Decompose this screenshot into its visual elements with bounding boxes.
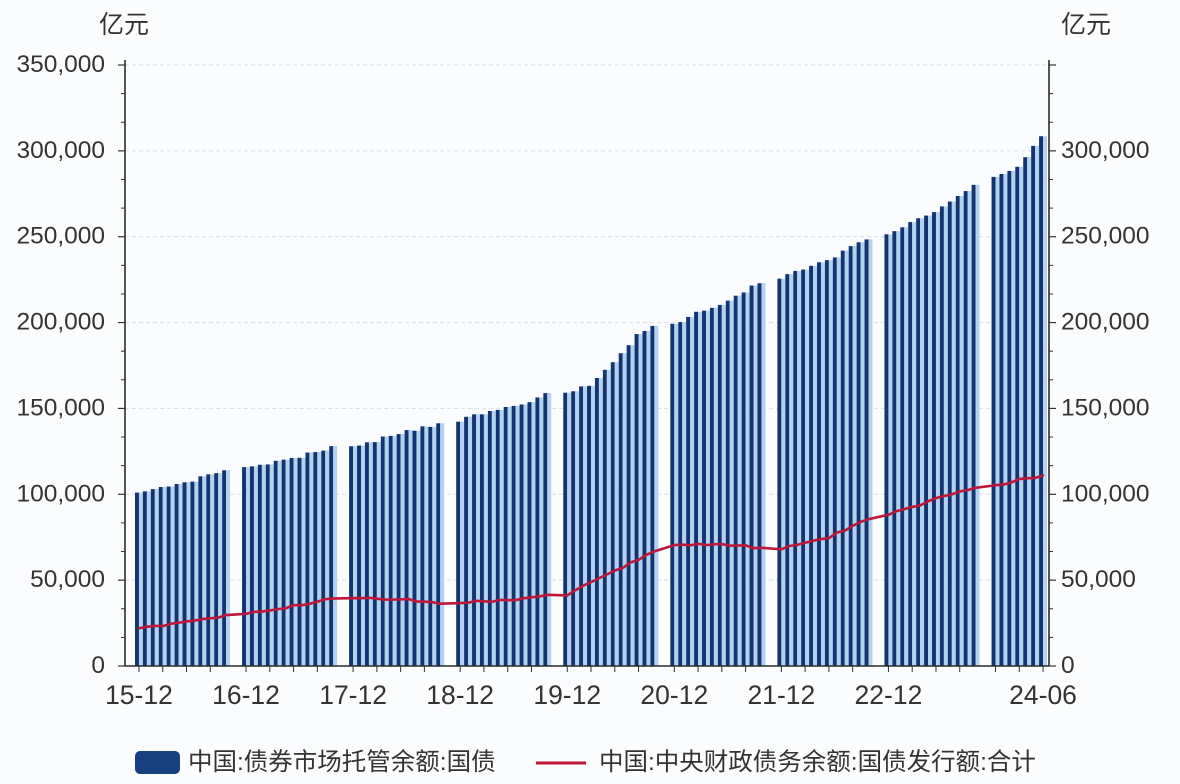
svg-text:50,000: 50,000 (1061, 566, 1136, 593)
svg-text:200,000: 200,000 (1061, 309, 1150, 336)
svg-text:17-12: 17-12 (319, 680, 387, 710)
svg-text:0: 0 (1061, 652, 1075, 679)
svg-text:150,000: 150,000 (1061, 394, 1150, 421)
svg-text:300,000: 300,000 (16, 137, 105, 164)
svg-text:200,000: 200,000 (16, 309, 105, 336)
svg-text:19-12: 19-12 (533, 680, 601, 710)
svg-text:21-12: 21-12 (747, 680, 815, 710)
svg-text:0: 0 (91, 652, 105, 679)
svg-text:100,000: 100,000 (1061, 480, 1150, 507)
svg-text:中国:中央财政债务余额:国债发行额:合计: 中国:中央财政债务余额:国债发行额:合计 (599, 748, 1036, 776)
svg-text:15-12: 15-12 (105, 680, 173, 710)
svg-text:50,000: 50,000 (30, 566, 105, 593)
svg-text:350,000: 350,000 (16, 51, 105, 78)
svg-text:250,000: 250,000 (1061, 223, 1150, 250)
svg-text:250,000: 250,000 (16, 223, 105, 250)
svg-text:18-12: 18-12 (426, 680, 494, 710)
svg-text:100,000: 100,000 (16, 480, 105, 507)
svg-text:亿元: 亿元 (99, 11, 149, 39)
svg-text:150,000: 150,000 (16, 394, 105, 421)
svg-text:20-12: 20-12 (640, 680, 708, 710)
svg-text:16-12: 16-12 (212, 680, 280, 710)
svg-text:亿元: 亿元 (1061, 11, 1111, 39)
svg-text:中国:债券市场托管余额:国债: 中国:债券市场托管余额:国债 (188, 748, 496, 776)
svg-text:22-12: 22-12 (855, 680, 923, 710)
svg-text:24-06: 24-06 (1009, 680, 1077, 710)
svg-text:300,000: 300,000 (1061, 137, 1150, 164)
